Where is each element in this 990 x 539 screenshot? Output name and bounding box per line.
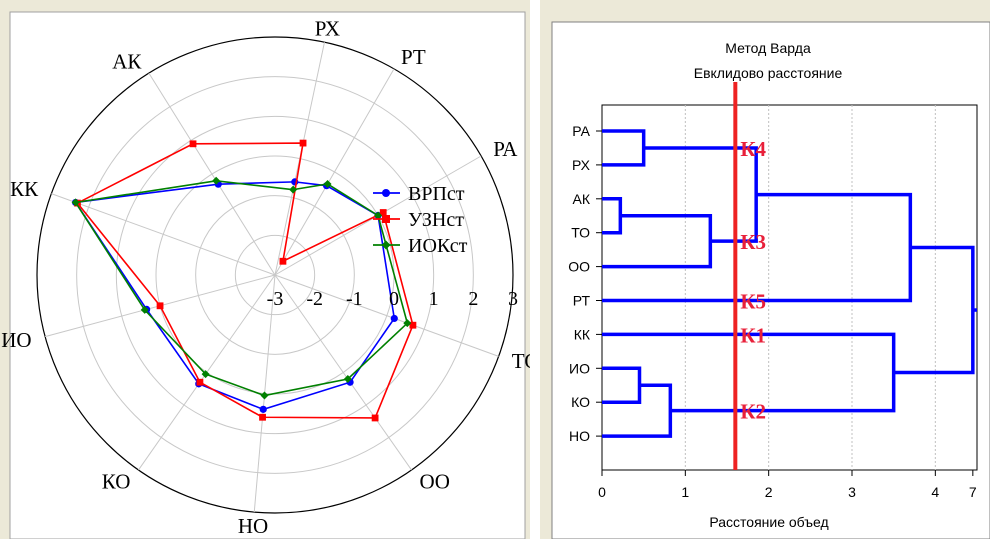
data-point — [140, 305, 149, 314]
radar-axis-label: РТ — [401, 45, 426, 69]
dendrogram-link — [602, 192, 913, 303]
radar-spoke — [51, 193, 276, 276]
data-point — [390, 314, 398, 323]
data-point — [289, 185, 298, 194]
data-point — [371, 414, 379, 422]
x-tick-label: 1 — [681, 484, 689, 500]
cluster-label: К1 — [740, 323, 766, 347]
radar-spoke — [274, 68, 395, 276]
leaf-label: РХ — [572, 157, 591, 173]
radial-tick-label: 2 — [468, 288, 478, 310]
radar-axis-label: ОО — [420, 469, 450, 493]
radial-tick-label: -2 — [306, 288, 323, 310]
dendrogram-links — [602, 129, 977, 438]
leaf-label: РА — [572, 123, 590, 139]
cluster-label: К4 — [740, 137, 766, 161]
data-point — [374, 211, 383, 220]
dendrogram-chart: Метод Варда Евклидово расстояние РА РХ АК Т… — [540, 0, 990, 539]
radial-tick-label: 0 — [389, 288, 399, 310]
legend: ВРПст УЗНст ИОКст — [373, 183, 468, 257]
data-point — [259, 405, 267, 413]
plot-area — [601, 104, 978, 471]
radar-spoke — [148, 72, 276, 276]
data-point — [189, 140, 197, 148]
data-point — [279, 257, 287, 265]
cluster-label: К5 — [740, 290, 766, 314]
radar-axis-label: НО — [238, 514, 268, 538]
radar-grid-circle — [195, 195, 355, 355]
x-tick-label: 7 — [969, 484, 977, 500]
leaf-label: ОО — [568, 259, 590, 275]
cluster-labels: К4 К3 К5 К1 К2 — [740, 137, 766, 424]
data-point — [343, 374, 352, 383]
legend-label: ИОКст — [408, 235, 468, 257]
leaf-label: КО — [571, 394, 590, 410]
radar-spoke — [274, 274, 499, 357]
dendrogram-link — [602, 197, 623, 235]
radar-grid-circle — [76, 76, 474, 474]
data-point — [299, 139, 307, 147]
radar-axis-label: РХ — [315, 17, 340, 41]
radar-axis-label: КО — [102, 469, 131, 493]
data-point — [156, 302, 164, 310]
leaf-label: АК — [573, 191, 591, 207]
radial-tick-label: 1 — [429, 288, 439, 310]
legend-label: ВРПст — [408, 183, 465, 205]
radar-grid-circle — [36, 36, 514, 514]
radial-tick-label: -3 — [267, 288, 284, 310]
radar-axis-label: ТО — [512, 349, 530, 373]
leaf-label: ТО — [571, 225, 590, 241]
leaf-label: КК — [574, 326, 591, 342]
dendrogram-link — [893, 245, 975, 375]
radar-grid-circle — [115, 115, 435, 435]
x-tick-label: 4 — [931, 484, 939, 500]
radar-axis-label: ИО — [1, 328, 31, 352]
leaf-label: ИО — [569, 360, 590, 376]
dendrogram-link — [602, 383, 673, 438]
dendrogram-xlabel: Расстояние объед — [709, 514, 828, 530]
data-point — [409, 321, 417, 329]
leaf-label: НО — [569, 428, 590, 444]
data-point — [196, 378, 204, 386]
radar-axis-labels: РХ РТ РА ТО ОО НО КО ИО КК АК — [1, 17, 530, 539]
radar-axis-label: АК — [112, 49, 142, 73]
dendrogram-link — [602, 214, 713, 269]
data-point — [260, 391, 269, 400]
data-point — [201, 370, 210, 379]
legend-marker — [382, 189, 390, 197]
radar-grid-circle — [234, 234, 316, 316]
radar-series-group — [71, 139, 417, 422]
dendrogram-subtitle: Евклидово расстояние — [694, 65, 843, 81]
data-point — [403, 319, 412, 328]
radial-tick-label: 3 — [508, 288, 518, 310]
legend-label: УЗНст — [408, 209, 464, 231]
radar-axis-label: РА — [493, 137, 518, 161]
leaf-label: РТ — [573, 293, 591, 309]
dendrogram-x-ticks: 0 1 2 3 4 7 — [598, 470, 977, 500]
data-point — [212, 176, 221, 185]
cluster-label: К2 — [740, 400, 766, 424]
radar-axis-label: КК — [10, 177, 39, 201]
x-tick-label: 2 — [765, 484, 773, 500]
cluster-label: К3 — [740, 230, 766, 254]
radar-chart: РХ РТ РА ТО ОО НО КО ИО КК АК -3 -2 -1 0 1 2 3 ВРПст УЗН… — [0, 0, 530, 539]
radial-tick-label: -1 — [346, 288, 363, 310]
x-tick-label: 3 — [848, 484, 856, 500]
data-point — [379, 209, 387, 216]
data-point — [259, 413, 266, 421]
radar-radial-ticks: -3 -2 -1 0 1 2 3 — [267, 288, 518, 310]
data-point — [323, 179, 332, 188]
x-tick-label: 0 — [598, 484, 606, 500]
radar-spoke — [274, 274, 412, 471]
dendrogram-title: Метод Варда — [725, 40, 811, 56]
legend-marker — [382, 215, 390, 223]
dendrogram-leaf-labels: РА РХ АК ТО ОО РТ КК ИО КО НО — [568, 123, 602, 444]
legend-marker — [381, 240, 391, 250]
data-point — [71, 198, 80, 207]
